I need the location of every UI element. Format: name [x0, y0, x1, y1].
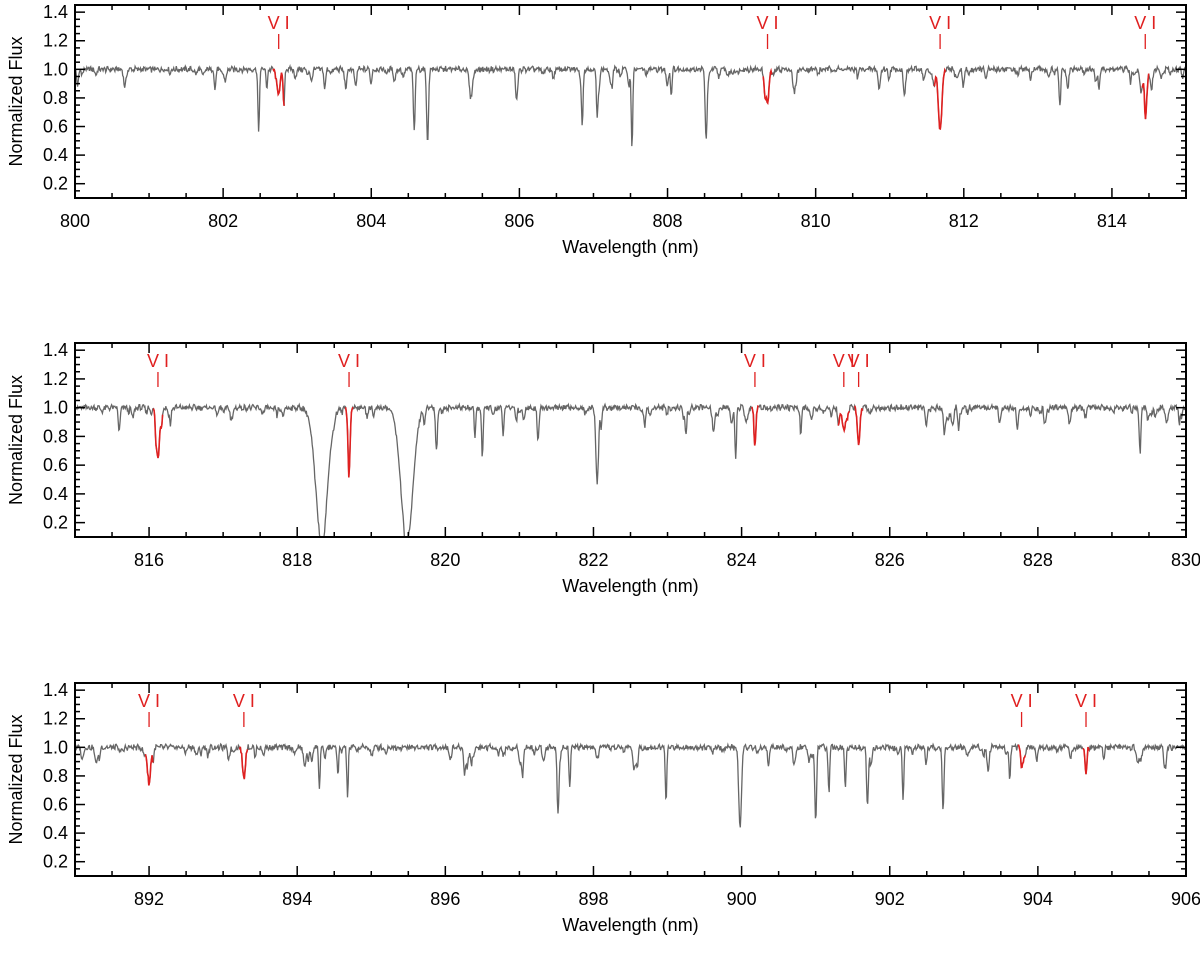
y-tick-label: 1.4: [43, 680, 68, 700]
x-tick-label: 802: [208, 211, 238, 231]
spectrum-line: [75, 741, 1186, 828]
vi-label: V I: [1011, 691, 1033, 711]
x-tick-label: 826: [875, 550, 905, 570]
x-tick-label: 902: [875, 889, 905, 909]
x-tick-label: 816: [134, 550, 164, 570]
vi-feature-4: [1082, 746, 1091, 775]
panel-3: V I V I V I V I 892 894 896 898 900 902 904 906 0.2 0…: [6, 680, 1200, 935]
x-tick-label: 894: [282, 889, 312, 909]
vi-feature-1: [272, 68, 285, 106]
vi-feature-2: [344, 406, 354, 478]
vi-label: V I: [1134, 13, 1156, 33]
y-tick-label: 0.6: [43, 117, 68, 137]
y-axis-label: Normalized Flux: [6, 36, 26, 166]
panel-1: V I V I V I V I 800 802 804 806 808 810 812 814 0.2 0…: [6, 2, 1187, 257]
x-tick-label: 812: [949, 211, 979, 231]
plot-frame: [74, 682, 1187, 877]
x-tick-label: 898: [578, 889, 608, 909]
x-tick-label: 800: [60, 211, 90, 231]
x-tick-label: 808: [653, 211, 683, 231]
y-tick-label: 0.6: [43, 455, 68, 475]
vi-label: V I: [233, 691, 255, 711]
vi-label: V I: [757, 13, 779, 33]
y-axis-label: Normalized Flux: [6, 714, 26, 844]
vi-feature-4: [837, 410, 851, 434]
vi-feature-3: [751, 405, 759, 446]
x-axis-label: Wavelength (nm): [562, 915, 698, 935]
vi-label: V I: [744, 351, 766, 371]
vi-label: V I: [929, 13, 951, 33]
y-tick-label: 1.0: [43, 398, 68, 418]
vi-feature-4: [1141, 73, 1150, 120]
vi-label: V I: [848, 351, 870, 371]
vi-label: V I: [1075, 691, 1097, 711]
x-tick-label: 806: [504, 211, 534, 231]
y-tick-label: 1.4: [43, 340, 68, 360]
x-tick-label: 828: [1023, 550, 1053, 570]
spectrum-line: [75, 63, 1186, 147]
vi-feature-3: [933, 67, 947, 131]
x-tick-label: 804: [356, 211, 386, 231]
vi-feature-3: [1017, 744, 1026, 769]
y-axis-label: Normalized Flux: [6, 375, 26, 505]
x-tick-label: 818: [282, 550, 312, 570]
y-tick-label: 0.8: [43, 766, 68, 786]
y-tick-label: 0.8: [43, 426, 68, 446]
y-tick-label: 0.4: [43, 484, 68, 504]
vi-feature-2: [762, 67, 773, 106]
y-tick-label: 0.6: [43, 795, 68, 815]
vi-label: V I: [138, 691, 160, 711]
x-tick-label: 820: [430, 550, 460, 570]
x-tick-label: 824: [727, 550, 757, 570]
vi-label: V I: [833, 351, 855, 371]
x-tick-label: 892: [134, 889, 164, 909]
y-tick-label: 0.4: [43, 823, 68, 843]
y-tick-label: 1.0: [43, 737, 68, 757]
y-tick-label: 1.2: [43, 31, 68, 51]
y-tick-label: 1.0: [43, 59, 68, 79]
x-tick-label: 896: [430, 889, 460, 909]
y-tick-label: 0.2: [43, 513, 68, 533]
x-tick-label: 814: [1097, 211, 1127, 231]
vi-feature-2: [238, 746, 249, 780]
y-tick-label: 0.4: [43, 145, 68, 165]
vi-feature-1: [152, 408, 164, 459]
y-tick-label: 1.4: [43, 2, 68, 22]
x-tick-label: 810: [801, 211, 831, 231]
x-tick-label: 906: [1171, 889, 1200, 909]
x-tick-label: 830: [1171, 550, 1200, 570]
vi-label: V I: [338, 351, 360, 371]
vi-feature-5: [853, 405, 864, 446]
y-tick-label: 1.2: [43, 369, 68, 389]
y-tick-label: 1.2: [43, 709, 68, 729]
vi-label: V I: [147, 351, 169, 371]
vi-label: V I: [268, 13, 290, 33]
y-tick-label: 0.8: [43, 88, 68, 108]
x-tick-label: 904: [1023, 889, 1053, 909]
y-tick-label: 0.2: [43, 852, 68, 872]
vi-feature-1: [144, 754, 154, 786]
spectrum-line: [75, 402, 1186, 537]
x-axis-label: Wavelength (nm): [562, 576, 698, 596]
y-tick-label: 0.2: [43, 174, 68, 194]
plot-frame: [74, 342, 1187, 538]
x-tick-label: 900: [727, 889, 757, 909]
x-axis-label: Wavelength (nm): [562, 237, 698, 257]
x-tick-label: 822: [578, 550, 608, 570]
